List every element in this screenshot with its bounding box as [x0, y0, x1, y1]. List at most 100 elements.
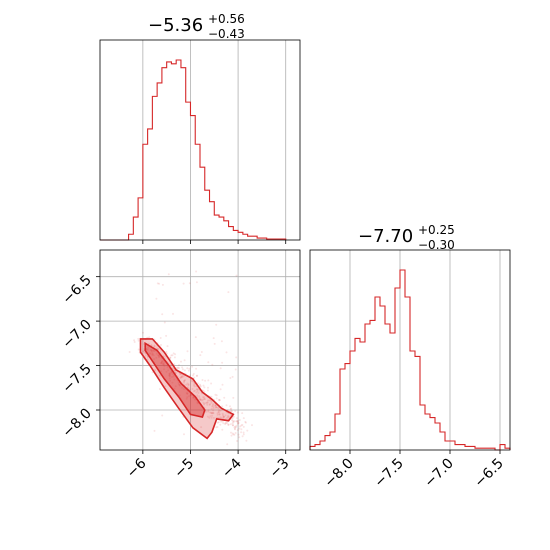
- scatter-point: [241, 423, 244, 426]
- scatter-point: [229, 414, 232, 416]
- scatter-point: [153, 358, 156, 361]
- scatter-point: [220, 420, 222, 423]
- scatter-point: [239, 425, 242, 428]
- scatter-point: [224, 423, 227, 426]
- scatter-point: [177, 366, 180, 369]
- scatter-point: [196, 374, 199, 377]
- scatter-point: [150, 344, 153, 347]
- scatter-point: [183, 380, 186, 383]
- scatter-point: [206, 415, 209, 418]
- scatter-point: [157, 354, 159, 357]
- scatter-point: [231, 419, 233, 422]
- scatter-point: [196, 402, 199, 405]
- scatter-point: [150, 349, 153, 352]
- scatter-point: [169, 379, 172, 382]
- scatter-point: [170, 376, 173, 378]
- scatter-point: [137, 339, 140, 342]
- scatter-point: [221, 412, 224, 415]
- scatter-point: [173, 378, 176, 381]
- scatter-point: [145, 348, 148, 351]
- scatter-point: [186, 396, 189, 399]
- scatter-point: [231, 417, 234, 420]
- scatter-point: [210, 400, 213, 403]
- scatter-point: [202, 398, 204, 401]
- scatter-point: [216, 426, 219, 428]
- scatter-point: [152, 354, 155, 357]
- scatter-point: [234, 410, 237, 413]
- scatter-point: [162, 363, 165, 366]
- scatter-point: [207, 410, 210, 413]
- scatter-point: [178, 383, 180, 386]
- scatter-point: [202, 396, 205, 399]
- scatter-point: [192, 384, 195, 386]
- scatter-point: [242, 417, 245, 420]
- scatter-point: [169, 373, 172, 376]
- title-param-2-minus: −0.30: [418, 238, 455, 252]
- title-param-1-plus: +0.56: [208, 12, 245, 26]
- scatter-point: [219, 409, 222, 412]
- scatter-point: [212, 405, 215, 408]
- scatter-point: [184, 379, 186, 382]
- scatter-point: [223, 415, 225, 418]
- scatter-point: [176, 366, 178, 369]
- scatter-point: [181, 386, 183, 389]
- scatter-point: [233, 426, 236, 429]
- scatter-point: [163, 368, 165, 371]
- scatter-point: [180, 375, 183, 378]
- scatter-point: [191, 388, 194, 390]
- scatter-point: [179, 384, 182, 387]
- scatter-point: [159, 374, 161, 377]
- scatter-point: [171, 381, 174, 384]
- scatter-point: [161, 361, 163, 364]
- scatter-point: [221, 420, 224, 423]
- scatter-point: [173, 363, 176, 366]
- scatter-point: [233, 427, 236, 430]
- title-param-2-plus: +0.25: [418, 223, 455, 237]
- scatter-point: [217, 416, 220, 419]
- scatter-point: [165, 370, 168, 373]
- hist-1-frame: [99, 39, 301, 241]
- scatter-point: [212, 412, 215, 415]
- scatter-point: [162, 363, 165, 366]
- scatter-point: [195, 367, 198, 370]
- scatter-point: [216, 412, 219, 415]
- scatter-point: [230, 410, 233, 413]
- scatter-point: [214, 404, 217, 407]
- scatter-point: [218, 413, 221, 416]
- scatter-point: [166, 366, 169, 369]
- scatter-point: [241, 412, 244, 415]
- scatter-point: [215, 397, 218, 400]
- scatter-point: [165, 334, 168, 337]
- scatter-point: [233, 433, 236, 436]
- scatter-point: [236, 411, 239, 414]
- scatter-point: [214, 406, 217, 409]
- scatter-point: [198, 383, 201, 386]
- scatter-point: [163, 321, 166, 324]
- scatter-point: [153, 349, 156, 352]
- scatter-point: [183, 433, 185, 436]
- scatter-point: [172, 352, 175, 355]
- scatter-point: [203, 397, 206, 400]
- scatter-point: [193, 398, 196, 401]
- scatter-point: [208, 416, 211, 419]
- scatter-point: [219, 367, 222, 370]
- scatter-point: [238, 436, 241, 439]
- scatter-point: [231, 424, 234, 427]
- scatter-point: [237, 421, 239, 424]
- scatter-point: [234, 428, 236, 431]
- scatter-point: [218, 399, 221, 402]
- scatter-point: [193, 389, 196, 392]
- scatter-point: [235, 356, 238, 359]
- scatter-point: [210, 395, 213, 398]
- scatter-point: [221, 405, 224, 408]
- scatter-point: [205, 402, 208, 404]
- scatter-point: [192, 396, 195, 399]
- scatter-point: [161, 283, 164, 286]
- scatter-point: [231, 422, 234, 425]
- scatter-point: [235, 420, 238, 423]
- scatter-point: [210, 407, 213, 410]
- scatter-point: [218, 413, 221, 416]
- scatter-point: [211, 414, 214, 417]
- scatter-point: [207, 361, 210, 364]
- scatter-point: [234, 425, 237, 428]
